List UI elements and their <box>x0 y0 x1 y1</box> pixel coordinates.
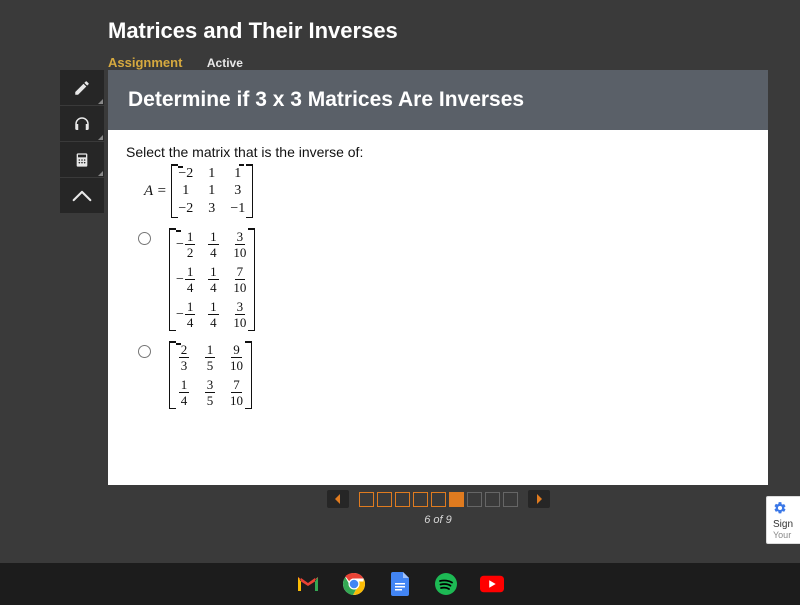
matrix-cell: 1 <box>204 166 220 181</box>
spotify-app[interactable] <box>434 572 458 596</box>
chrome-app[interactable] <box>342 572 366 596</box>
matrix-cell: 1 <box>204 183 220 198</box>
tool-corner <box>98 135 103 140</box>
tool-corner <box>98 99 103 104</box>
docs-icon <box>390 572 410 596</box>
matrix-cell: −2 <box>178 166 194 181</box>
matrix-cell: 310 <box>231 230 248 259</box>
calculator-tool[interactable] <box>60 142 104 178</box>
matrix-cell: 1 <box>178 183 194 198</box>
answer-option: −12 14 310 −14 14 710 −14 14 310 <box>138 228 750 331</box>
answer-radio[interactable] <box>138 232 151 245</box>
pencil-icon <box>73 79 91 97</box>
answer-radio[interactable] <box>138 345 151 358</box>
page-box[interactable] <box>431 492 446 507</box>
spotify-icon <box>434 572 458 596</box>
headphones-icon <box>73 115 91 133</box>
chrome-icon <box>342 572 366 596</box>
collapse-icon <box>72 189 92 203</box>
gmail-icon <box>296 575 320 593</box>
page-title: Matrices and Their Inverses <box>108 18 800 44</box>
question-body: Select the matrix that is the inverse of… <box>108 130 768 485</box>
matrix-cell: 14 <box>205 265 221 294</box>
pager-prev[interactable] <box>327 490 349 508</box>
pager-next[interactable] <box>528 490 550 508</box>
question-prompt: Select the matrix that is the inverse of… <box>126 144 750 160</box>
content-area: Determine if 3 x 3 Matrices Are Inverses… <box>108 70 768 485</box>
matrix-cell: 14 <box>176 378 192 407</box>
page-box[interactable] <box>377 492 392 507</box>
matrix-cell: 3 <box>230 183 246 198</box>
assignment-label: Assignment <box>108 55 182 70</box>
matrix-cell: 1 <box>230 166 246 181</box>
matrix-cell: −14 <box>176 265 195 294</box>
page-box[interactable] <box>395 492 410 507</box>
chevron-left-icon <box>334 494 342 504</box>
side-toolbar <box>60 70 104 214</box>
matrix-cell: 3 <box>204 201 220 216</box>
tool-corner <box>98 171 103 176</box>
page-box[interactable] <box>467 492 482 507</box>
taskbar <box>0 563 800 605</box>
matrix-cell: 35 <box>202 378 218 407</box>
headphones-tool[interactable] <box>60 106 104 142</box>
question-title: Determine if 3 x 3 Matrices Are Inverses <box>108 70 768 130</box>
calculator-icon <box>74 151 90 169</box>
answer-option: 23 15 910 14 35 710 <box>138 341 750 409</box>
pager-boxes <box>359 492 518 507</box>
page-box[interactable] <box>449 492 464 507</box>
matrix-cell: 15 <box>202 343 218 372</box>
page-box[interactable] <box>485 492 500 507</box>
page-box[interactable] <box>359 492 374 507</box>
chevron-right-icon <box>535 494 543 504</box>
youtube-icon <box>480 575 504 593</box>
matrix-cell: 910 <box>228 343 245 372</box>
page-box[interactable] <box>413 492 428 507</box>
matrix-cell: −12 <box>176 230 195 259</box>
matrix-cell: −1 <box>230 201 246 216</box>
matrix-label: A = <box>144 183 167 200</box>
matrix-cell: −2 <box>178 201 194 216</box>
page-box[interactable] <box>503 492 518 507</box>
youtube-app[interactable] <box>480 572 504 596</box>
matrix-cell: 710 <box>228 378 245 407</box>
active-label: Active <box>207 56 243 70</box>
matrix-cell: 710 <box>231 265 248 294</box>
gmail-app[interactable] <box>296 572 320 596</box>
signin-line2: Your <box>773 530 800 540</box>
signin-line1: Sign <box>773 519 800 530</box>
pager <box>108 490 768 508</box>
matrix-cell: −14 <box>176 300 195 329</box>
docs-app[interactable] <box>388 572 412 596</box>
signin-popup[interactable]: Sign Your <box>766 496 800 544</box>
matrix-cell: 14 <box>205 300 221 329</box>
matrix-cell: 14 <box>205 230 221 259</box>
given-matrix: A = −211113−23−1 <box>126 164 750 218</box>
collapse-tool[interactable] <box>60 178 104 214</box>
matrix-cell: 23 <box>176 343 192 372</box>
pencil-tool[interactable] <box>60 70 104 106</box>
gear-icon <box>773 501 800 517</box>
pager-caption: 6 of 9 <box>108 514 768 526</box>
matrix-cell: 310 <box>231 300 248 329</box>
